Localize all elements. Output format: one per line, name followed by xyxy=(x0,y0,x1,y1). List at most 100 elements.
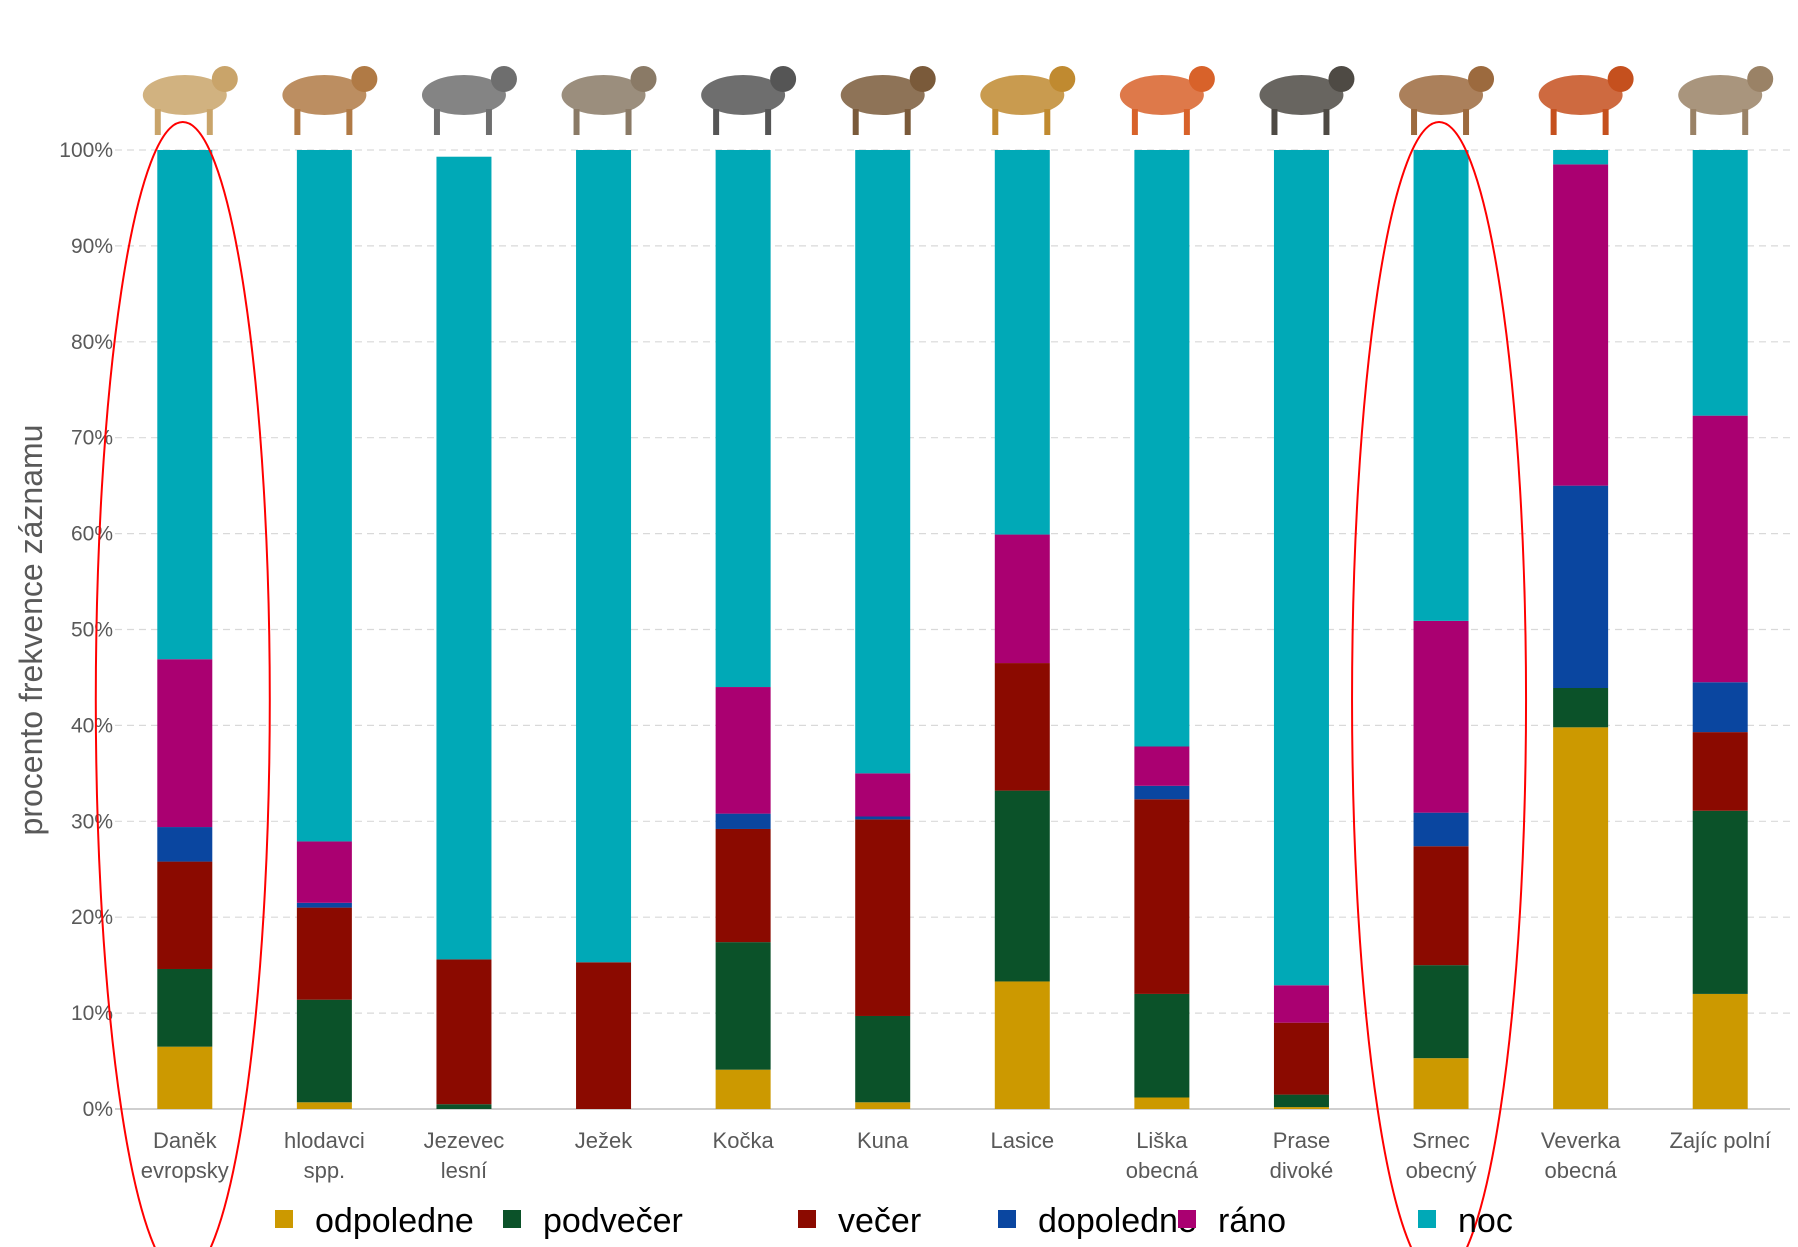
hare-icon xyxy=(1678,66,1774,135)
bar-segment-podvečer xyxy=(1413,965,1469,1059)
bar-segment-dopoledne xyxy=(296,902,352,908)
legend-swatch xyxy=(503,1210,521,1228)
bar-segment-večer xyxy=(436,959,492,1105)
bar-segment-podvečer xyxy=(1134,993,1190,1098)
bar-segment-dopoledne xyxy=(1413,812,1469,847)
y-tick-label: 60% xyxy=(71,523,113,546)
bar-segment-ráno xyxy=(1413,620,1469,813)
bar-segment-noc xyxy=(1134,150,1190,747)
bar-segment-večer xyxy=(576,962,632,1109)
bar-segment-večer xyxy=(994,663,1050,791)
weasel-icon xyxy=(980,66,1076,135)
bar-segment-ráno xyxy=(1553,164,1609,486)
x-tick-label: obecná xyxy=(1126,1158,1199,1183)
legend-label: dopoledne xyxy=(1038,1202,1197,1240)
bar-segment-noc xyxy=(1413,150,1469,621)
bar-segment-ráno xyxy=(296,841,352,903)
y-tick-label: 100% xyxy=(59,139,113,162)
bar-segment-podvečer xyxy=(715,942,771,1070)
x-tick-label: obecná xyxy=(1545,1158,1618,1183)
y-axis: 0% 10% 20% 30% 40% 50% 60% 70% 80% 90% 100% xyxy=(59,139,113,1121)
y-tick-label: 30% xyxy=(71,810,113,833)
bar-segment-odpoledne xyxy=(855,1102,911,1109)
x-tick-label: Veverka xyxy=(1541,1128,1621,1153)
marten-icon xyxy=(840,66,936,135)
y-tick-label: 40% xyxy=(71,714,113,737)
bar-segment-večer xyxy=(1273,1022,1329,1095)
x-tick-label: Liška xyxy=(1136,1128,1188,1153)
highlight-ellipse xyxy=(94,121,271,1247)
bar-segment-noc xyxy=(296,150,352,842)
x-tick-label: evropsky xyxy=(141,1158,229,1183)
bar-segment-ráno xyxy=(157,659,213,828)
bar-segment-večer xyxy=(1413,846,1469,966)
bar-segment-podvečer xyxy=(994,790,1050,982)
y-tick-label: 0% xyxy=(83,1098,113,1121)
bar-segment-dopoledne xyxy=(1692,682,1748,733)
bar-segment-odpoledne xyxy=(1553,727,1609,1109)
legend: odpoledne podvečer večer dopoledne ráno noc xyxy=(275,1202,1513,1240)
x-tick-label: Daněk xyxy=(153,1128,218,1153)
bar-segment-dopoledne xyxy=(1553,485,1609,688)
bar-segment-večer xyxy=(1692,732,1748,811)
x-tick-label: Jezevec xyxy=(424,1128,505,1153)
bar-segment-podvečer xyxy=(1692,810,1748,994)
bar-segment-noc xyxy=(855,150,911,774)
legend-label: noc xyxy=(1458,1202,1513,1240)
cat-icon xyxy=(701,66,797,135)
bar-segment-odpoledne xyxy=(715,1069,771,1109)
bar-segment-ráno xyxy=(1134,746,1190,786)
bar-segment-ráno xyxy=(1692,415,1748,683)
legend-swatch xyxy=(275,1210,293,1228)
bar-segment-dopoledne xyxy=(855,816,911,820)
bar-segment-noc xyxy=(436,156,492,960)
bar-segment-noc xyxy=(1692,150,1748,416)
legend-label: večer xyxy=(838,1202,921,1240)
x-tick-label: Srnec xyxy=(1412,1128,1469,1153)
gridlines xyxy=(115,149,1790,1110)
bar-segment-noc xyxy=(994,150,1050,535)
fallow-deer-icon xyxy=(142,66,238,135)
x-tick-label: Lasice xyxy=(990,1128,1054,1153)
x-tick-label: lesní xyxy=(441,1158,487,1183)
y-axis-label: procento frekvence záznamu xyxy=(13,425,49,836)
fox-icon xyxy=(1119,66,1215,135)
bar-segment-ráno xyxy=(1273,985,1329,1023)
x-tick-label: obecný xyxy=(1406,1158,1477,1183)
x-tick-label: Kuna xyxy=(857,1128,909,1153)
bar-segment-noc xyxy=(576,150,632,963)
squirrel-icon xyxy=(1538,66,1634,135)
bar-segment-podvečer xyxy=(296,999,352,1103)
highlight-ellipses xyxy=(94,121,1528,1247)
bar-segment-noc xyxy=(1553,150,1609,165)
bar-segment-odpoledne xyxy=(1273,1107,1329,1109)
x-tick-label: hlodavci xyxy=(284,1128,365,1153)
x-tick-label: Zajíc polní xyxy=(1669,1128,1771,1153)
bar-segment-noc xyxy=(1273,150,1329,986)
bar-segment-podvečer xyxy=(157,968,213,1047)
bar-segment-večer xyxy=(715,828,771,943)
bar-segment-odpoledne xyxy=(1134,1097,1190,1109)
bar-segment-podvečer xyxy=(855,1015,911,1103)
bar-segment-večer xyxy=(296,907,352,1000)
hedgehog-icon xyxy=(561,66,657,135)
bar-segment-odpoledne xyxy=(1413,1058,1469,1109)
legend-label: odpoledne xyxy=(315,1202,474,1240)
bars xyxy=(157,150,1748,1109)
y-tick-label: 10% xyxy=(71,1002,113,1025)
bar-segment-večer xyxy=(157,861,213,969)
bar-segment-ráno xyxy=(994,534,1050,664)
legend-swatch xyxy=(1178,1210,1196,1228)
x-tick-label: spp. xyxy=(304,1158,346,1183)
x-tick-label: Ježek xyxy=(575,1128,633,1153)
x-tick-label: divoké xyxy=(1270,1158,1334,1183)
y-tick-label: 20% xyxy=(71,906,113,929)
bar-segment-podvečer xyxy=(1273,1094,1329,1108)
bar-segment-dopoledne xyxy=(1134,785,1190,800)
mouse-icon xyxy=(282,66,378,135)
y-tick-label: 90% xyxy=(71,235,113,258)
bar-segment-ráno xyxy=(715,687,771,814)
legend-swatch xyxy=(798,1210,816,1228)
legend-swatch xyxy=(1418,1210,1436,1228)
